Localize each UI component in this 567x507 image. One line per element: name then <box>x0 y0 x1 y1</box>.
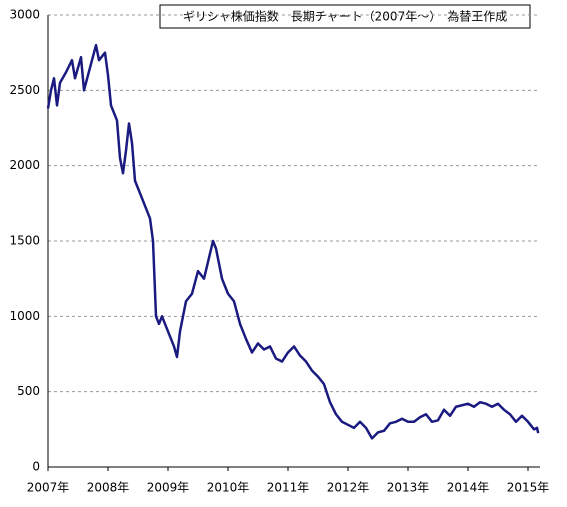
y-tick-label: 0 <box>32 460 40 474</box>
y-tick-label: 3000 <box>9 8 40 22</box>
x-tick-label: 2007年 <box>27 481 70 495</box>
title-box <box>159 4 531 29</box>
x-tick-label: 2012年 <box>327 481 370 495</box>
y-tick-label: 2000 <box>9 158 40 172</box>
x-tick-label: 2013年 <box>387 481 430 495</box>
x-tick-label: 2010年 <box>207 481 250 495</box>
y-tick-label: 1500 <box>9 234 40 248</box>
y-tick-label: 2500 <box>9 83 40 97</box>
x-tick-label: 2014年 <box>447 481 490 495</box>
y-tick-label: 500 <box>17 384 40 398</box>
x-tick-label: 2008年 <box>87 481 130 495</box>
x-tick-label: 2015年 <box>507 481 550 495</box>
x-tick-label: 2009年 <box>147 481 190 495</box>
line-series <box>46 43 540 440</box>
x-tick-label: 2011年 <box>267 481 310 495</box>
y-tick-label: 1000 <box>9 309 40 323</box>
chart-title: ギリシャ株価指数 長期チャート（2007年～） 為替王作成 <box>183 9 507 24</box>
